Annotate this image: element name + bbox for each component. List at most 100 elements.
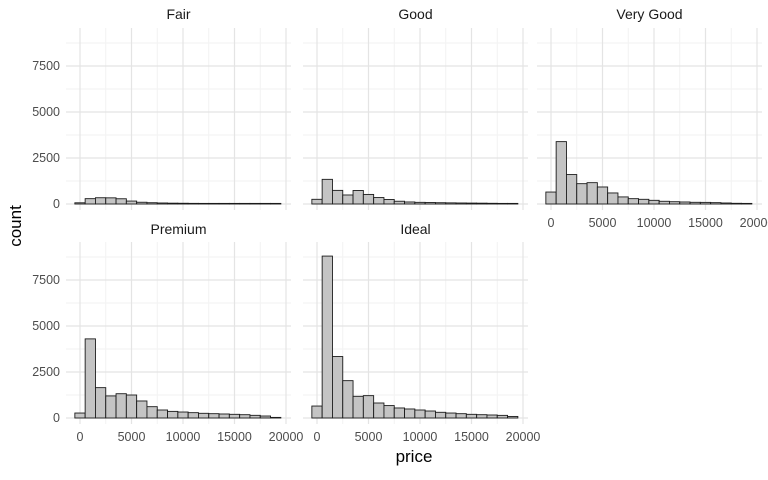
histogram-bar [689,201,701,205]
facet-title-very-good: Very Good [616,6,683,22]
histogram-bar [373,402,385,419]
panel-fair [66,28,291,210]
histogram-bar [352,395,364,419]
histogram-very-good [537,28,762,210]
histogram-bar [476,202,488,205]
histogram-ideal [303,242,528,424]
histogram-bar [136,201,148,205]
histogram-bar [167,410,179,419]
x-tick-label: 0 [76,430,84,444]
facet-title-premium: Premium [150,221,207,237]
histogram-bar [383,199,395,205]
x-tick-label: 10000 [165,430,201,444]
histogram-bar [84,338,96,419]
histogram-bar [679,201,691,205]
histogram-bar [486,414,498,419]
histogram-bar [136,400,148,419]
histogram-bar [455,202,467,205]
x-tick-label: 15000 [688,216,723,230]
histogram-bar [507,202,519,205]
histogram-bar [658,200,670,205]
x-tick-label: 10000 [636,216,672,230]
histogram-bar [741,202,753,205]
x-tick-label: 5000 [117,430,146,444]
histogram-bar [720,202,732,205]
histogram-bar [404,201,416,205]
histogram-bar [321,255,333,419]
histogram-bar [105,395,117,419]
x-tick-label: 20000 [505,430,541,444]
histogram-bar [74,202,86,205]
histogram-bar [197,202,210,205]
histogram-bar [115,393,127,419]
y-tick-label: 2500 [32,151,60,165]
histogram-bar [177,202,189,205]
facet-title-fair: Fair [166,6,191,22]
histogram-bar [249,414,261,419]
histogram-bar [332,356,344,419]
x-tick-label: 0 [547,216,555,230]
histogram-bar [414,201,426,205]
y-tick-label: 0 [53,197,60,211]
histogram-bar [576,183,588,205]
histogram-bar [496,414,509,419]
panel-premium [66,242,291,424]
y-tick-label: 5000 [32,319,60,333]
histogram-bar [393,407,406,419]
histogram-bar [393,200,406,205]
facet-title-good: Good [398,6,433,22]
histogram-bar [445,412,457,419]
x-tick-label: 5000 [588,216,617,230]
histogram-bar [555,141,567,205]
histogram-bar [125,200,138,205]
x-axis-title: price [395,447,433,466]
histogram-bar [105,197,117,205]
histogram-bar [455,413,467,419]
histogram-bar [362,193,375,205]
x-tick-label: 15000 [217,430,252,444]
x-tick-label: 10000 [402,430,438,444]
histogram-bar [311,405,323,419]
histogram-fair [66,28,291,210]
histogram-bar [218,413,230,419]
x-tick-label: 20000 [739,216,768,230]
histogram-good [303,28,528,210]
histogram-bar [95,197,107,205]
histogram-bar [424,202,436,205]
histogram-bar [187,412,199,419]
histogram-bar [218,202,230,205]
x-tick-label: 15000 [454,430,489,444]
histogram-bar [187,202,199,205]
histogram-bar [115,198,127,205]
y-tick-label: 7500 [32,273,60,287]
histogram-bar [239,202,251,205]
histogram-bar [465,413,478,419]
histogram-bar [321,178,333,205]
histogram-bar [617,196,629,205]
x-tick-label: 5000 [354,430,383,444]
histogram-bar [342,194,354,205]
histogram-bar [74,412,86,419]
histogram-bar [270,202,282,205]
x-axis-ticks-ideal: 0 5000 10000 15000 20000 [303,429,541,445]
histogram-bar [197,412,210,419]
histogram-bar [596,186,609,205]
histogram-bar [228,413,241,419]
x-axis-ticks-very-good: 0 5000 10000 15000 20000 [537,215,768,231]
histogram-bar [496,202,509,205]
histogram-bar [167,202,179,205]
histogram-bar [383,405,395,419]
y-tick-label: 5000 [32,105,60,119]
histogram-bar [362,395,375,419]
histogram-bar [342,380,354,419]
histogram-bar [404,408,416,419]
histogram-bar [249,202,261,205]
histogram-bar [177,411,189,419]
histogram-bar [373,197,385,205]
histogram-bar [156,202,169,205]
histogram-bar [84,198,96,205]
x-axis-ticks-premium: 0 5000 10000 15000 20000 [66,429,304,445]
histogram-bar [648,199,660,205]
histogram-bar [332,189,344,205]
x-tick-label: 0 [313,430,321,444]
